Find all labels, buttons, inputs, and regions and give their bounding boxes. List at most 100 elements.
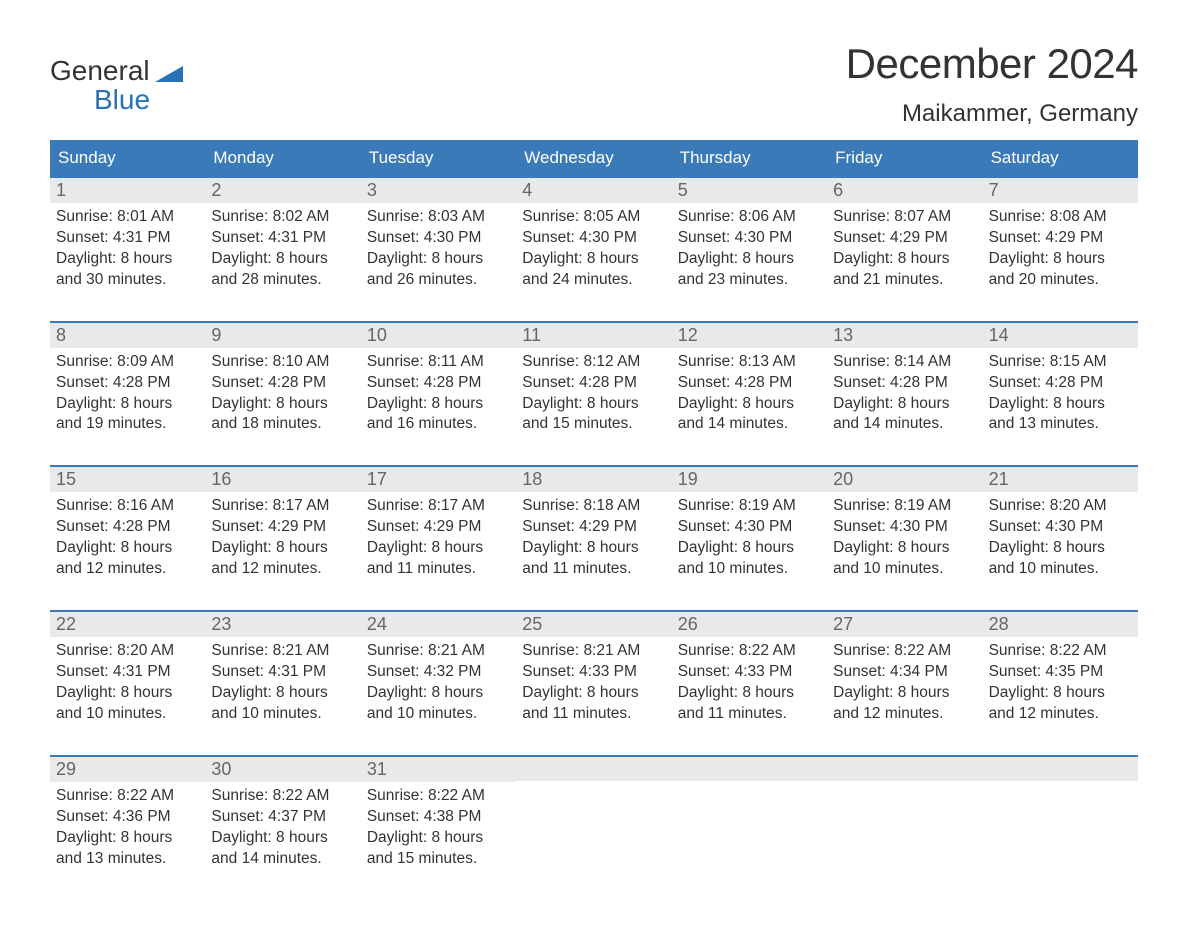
day-number: 14 [983, 323, 1138, 348]
day-body: Sunrise: 8:22 AMSunset: 4:33 PMDaylight:… [672, 637, 827, 745]
sunset-line: Sunset: 4:35 PM [989, 662, 1132, 683]
sunset-line: Sunset: 4:33 PM [522, 662, 665, 683]
daylight-line-2: and 21 minutes. [833, 270, 976, 291]
day-number: 19 [672, 467, 827, 492]
calendar-day: 12Sunrise: 8:13 AMSunset: 4:28 PMDayligh… [672, 323, 827, 456]
calendar-day: 2Sunrise: 8:02 AMSunset: 4:31 PMDaylight… [205, 178, 360, 311]
day-number: 26 [672, 612, 827, 637]
daylight-line-2: and 12 minutes. [833, 704, 976, 725]
day-body: Sunrise: 8:20 AMSunset: 4:30 PMDaylight:… [983, 492, 1138, 600]
sunrise-line: Sunrise: 8:08 AM [989, 207, 1132, 228]
daylight-line-1: Daylight: 8 hours [367, 828, 510, 849]
sunset-line: Sunset: 4:29 PM [989, 228, 1132, 249]
day-header: Wednesday [516, 140, 671, 176]
daylight-line-2: and 20 minutes. [989, 270, 1132, 291]
daylight-line-2: and 14 minutes. [211, 849, 354, 870]
daylight-line-2: and 13 minutes. [56, 849, 199, 870]
calendar-day: 29Sunrise: 8:22 AMSunset: 4:36 PMDayligh… [50, 757, 205, 890]
sunrise-line: Sunrise: 8:21 AM [522, 641, 665, 662]
calendar-day: 27Sunrise: 8:22 AMSunset: 4:34 PMDayligh… [827, 612, 982, 745]
day-number: 2 [205, 178, 360, 203]
day-body: Sunrise: 8:02 AMSunset: 4:31 PMDaylight:… [205, 203, 360, 311]
sunset-line: Sunset: 4:30 PM [678, 517, 821, 538]
daylight-line-2: and 10 minutes. [833, 559, 976, 580]
day-body: Sunrise: 8:21 AMSunset: 4:31 PMDaylight:… [205, 637, 360, 745]
calendar-day: 16Sunrise: 8:17 AMSunset: 4:29 PMDayligh… [205, 467, 360, 600]
day-body: Sunrise: 8:11 AMSunset: 4:28 PMDaylight:… [361, 348, 516, 456]
daylight-line-2: and 23 minutes. [678, 270, 821, 291]
calendar-day: 5Sunrise: 8:06 AMSunset: 4:30 PMDaylight… [672, 178, 827, 311]
calendar-week: 1Sunrise: 8:01 AMSunset: 4:31 PMDaylight… [50, 176, 1138, 311]
sunset-line: Sunset: 4:31 PM [56, 662, 199, 683]
brand-triangle-icon [155, 66, 183, 82]
day-number: 18 [516, 467, 671, 492]
day-header: Saturday [983, 140, 1138, 176]
day-number: 12 [672, 323, 827, 348]
sunrise-line: Sunrise: 8:20 AM [56, 641, 199, 662]
sunrise-line: Sunrise: 8:22 AM [989, 641, 1132, 662]
daylight-line-2: and 10 minutes. [989, 559, 1132, 580]
daylight-line-1: Daylight: 8 hours [211, 683, 354, 704]
calendar-day: 11Sunrise: 8:12 AMSunset: 4:28 PMDayligh… [516, 323, 671, 456]
daylight-line-1: Daylight: 8 hours [522, 683, 665, 704]
day-body: Sunrise: 8:13 AMSunset: 4:28 PMDaylight:… [672, 348, 827, 456]
day-number: 3 [361, 178, 516, 203]
calendar-day: 25Sunrise: 8:21 AMSunset: 4:33 PMDayligh… [516, 612, 671, 745]
day-number: 9 [205, 323, 360, 348]
sunrise-line: Sunrise: 8:20 AM [989, 496, 1132, 517]
calendar-day: 7Sunrise: 8:08 AMSunset: 4:29 PMDaylight… [983, 178, 1138, 311]
day-number: 4 [516, 178, 671, 203]
day-body: Sunrise: 8:17 AMSunset: 4:29 PMDaylight:… [205, 492, 360, 600]
day-number: 23 [205, 612, 360, 637]
calendar-week: 22 Sunrise: 8:20 AMSunset: 4:31 PM Dayligh… [50, 610, 1138, 745]
sunset-line: Sunset: 4:38 PM [367, 807, 510, 828]
sunset-line: Sunset: 4:28 PM [989, 373, 1132, 394]
daylight-line-1: Daylight: 8 hours [833, 394, 976, 415]
sunset-line: Sunset: 4:33 PM [678, 662, 821, 683]
day-header: Tuesday [361, 140, 516, 176]
day-header: Monday [205, 140, 360, 176]
sunrise-line: Sunrise: 8:10 AM [211, 352, 354, 373]
day-number: 1 [50, 178, 205, 203]
day-header: Sunday [50, 140, 205, 176]
sunrise-line: Sunrise: 8:22 AM [211, 786, 354, 807]
daylight-line-2: and 10 minutes. [678, 559, 821, 580]
day-number: 15 [50, 467, 205, 492]
calendar-day: 10Sunrise: 8:11 AMSunset: 4:28 PMDayligh… [361, 323, 516, 456]
day-body: Sunrise: 8:17 AMSunset: 4:29 PMDaylight:… [361, 492, 516, 600]
sunset-line: Sunset: 4:28 PM [367, 373, 510, 394]
day-number: 17 [361, 467, 516, 492]
calendar-day: 8Sunrise: 8:09 AMSunset: 4:28 PMDaylight… [50, 323, 205, 456]
sunrise-line: Sunrise: 8:17 AM [211, 496, 354, 517]
day-number: 6 [827, 178, 982, 203]
day-number: 8 [50, 323, 205, 348]
sunrise-line: Sunrise: 8:09 AM [56, 352, 199, 373]
daylight-line-2: and 10 minutes. [56, 704, 199, 725]
daylight-line-2: and 12 minutes. [211, 559, 354, 580]
sunset-line: Sunset: 4:28 PM [56, 373, 199, 394]
calendar-day: 20Sunrise: 8:19 AMSunset: 4:30 PMDayligh… [827, 467, 982, 600]
sunrise-line: Sunrise: 8:07 AM [833, 207, 976, 228]
day-number: 22 [50, 612, 205, 637]
daylight-line-2: and 16 minutes. [367, 414, 510, 435]
calendar-day: 31Sunrise: 8:22 AMSunset: 4:38 PMDayligh… [361, 757, 516, 890]
daylight-line-2: and 15 minutes. [522, 414, 665, 435]
day-body: Sunrise: 8:14 AMSunset: 4:28 PMDaylight:… [827, 348, 982, 456]
sunrise-line: Sunrise: 8:13 AM [678, 352, 821, 373]
sunrise-line: Sunrise: 8:15 AM [989, 352, 1132, 373]
daylight-line-1: Daylight: 8 hours [367, 394, 510, 415]
sunrise-line: Sunrise: 8:22 AM [833, 641, 976, 662]
calendar-day: 6Sunrise: 8:07 AMSunset: 4:29 PMDaylight… [827, 178, 982, 311]
day-header: Thursday [672, 140, 827, 176]
daylight-line-2: and 14 minutes. [833, 414, 976, 435]
calendar-header-row: Sunday Monday Tuesday Wednesday Thursday… [50, 140, 1138, 176]
calendar-day: 28Sunrise: 8:22 AMSunset: 4:35 PMDayligh… [983, 612, 1138, 745]
day-body: Sunrise: 8:08 AMSunset: 4:29 PMDaylight:… [983, 203, 1138, 311]
day-body: Sunrise: 8:19 AMSunset: 4:30 PMDaylight:… [672, 492, 827, 600]
daylight-line-2: and 30 minutes. [56, 270, 199, 291]
calendar-day: 30Sunrise: 8:22 AMSunset: 4:37 PMDayligh… [205, 757, 360, 890]
day-number: 31 [361, 757, 516, 782]
sunset-line: Sunset: 4:32 PM [367, 662, 510, 683]
sunrise-line: Sunrise: 8:19 AM [833, 496, 976, 517]
sunset-line: Sunset: 4:36 PM [56, 807, 199, 828]
